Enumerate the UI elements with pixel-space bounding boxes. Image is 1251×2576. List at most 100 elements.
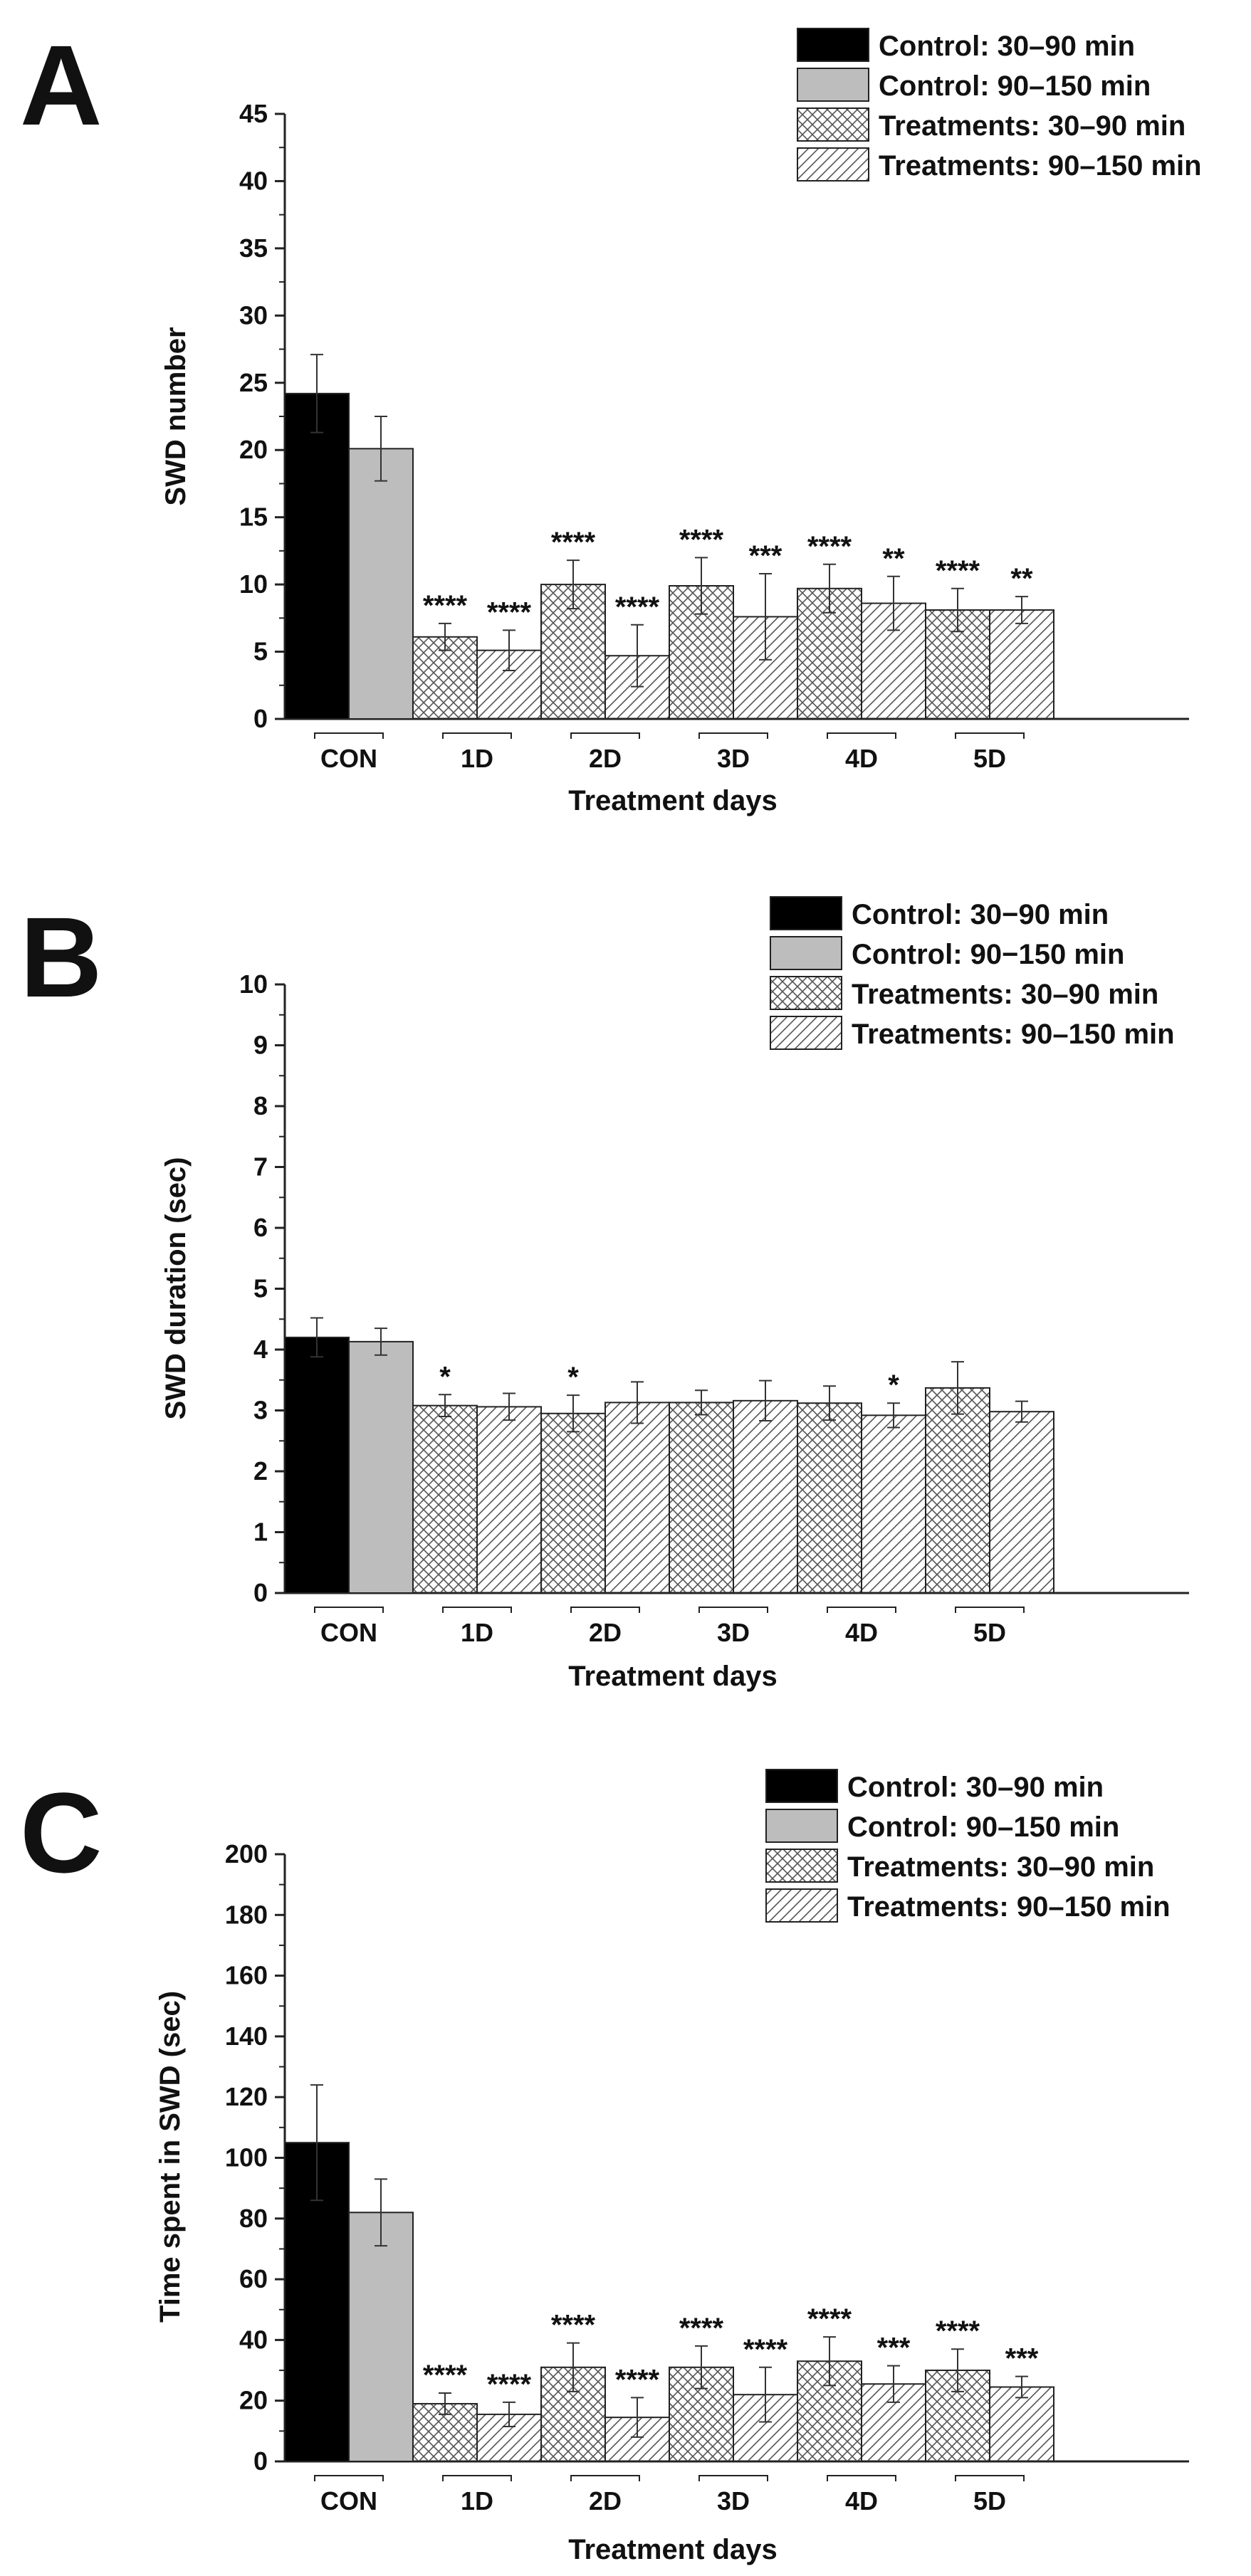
y-tick-label: 0 — [253, 1578, 268, 1607]
y-tick-label: 80 — [239, 2204, 268, 2233]
x-tick-label: 4D — [845, 1618, 878, 1647]
significance-label: **** — [423, 2360, 468, 2391]
chart-area: 0 20 40 60 80 100 120 140 160 180 200 CON **** **** 1D… — [225, 1839, 1189, 2515]
bar — [733, 1399, 798, 1594]
significance-label: **** — [423, 590, 468, 621]
y-tick-label: 1 — [253, 1518, 268, 1547]
legend-swatch — [765, 1809, 838, 1843]
category-bracket — [955, 2475, 1025, 2481]
x-tick-label: 3D — [717, 2486, 750, 2515]
y-tick-label: 6 — [253, 1213, 268, 1242]
significance-label: ** — [1010, 563, 1033, 594]
panel-c: C Time spent in SWD (sec) Treatment days… — [20, 1769, 1189, 2565]
significance-label: **** — [487, 2369, 532, 2400]
legend-label: Control: 90–150 min — [879, 70, 1151, 102]
legend-label: Control: 90–150 min — [847, 1812, 1119, 1843]
legend: Control: 30–90 min Control: 90–150 min Tre… — [765, 1769, 1171, 1923]
x-tick-label: 3D — [717, 1618, 750, 1647]
bar — [348, 1340, 414, 1594]
significance-label: **** — [743, 2334, 788, 2365]
legend-swatch — [770, 976, 842, 1010]
bar — [989, 2386, 1054, 2463]
legend-swatch — [770, 936, 842, 970]
significance-label: **** — [679, 524, 724, 555]
significance-label: **** — [807, 2303, 852, 2335]
legend-label: Control: 90−150 min — [852, 939, 1124, 970]
bar — [861, 1414, 926, 1594]
category-bracket — [955, 732, 1025, 739]
category-bracket — [570, 732, 640, 739]
y-tick-label: 40 — [239, 166, 268, 195]
y-tick-label: 5 — [253, 1274, 268, 1303]
y-tick-label: 15 — [239, 503, 268, 532]
legend-label: Control: 30–90 min — [879, 31, 1135, 62]
significance-label: **** — [679, 2313, 724, 2344]
significance-label: **** — [936, 2315, 980, 2347]
legend-swatch — [765, 1849, 838, 1883]
category-bracket — [442, 1607, 512, 1613]
bar — [284, 392, 350, 720]
bar — [540, 1412, 606, 1594]
y-tick-label: 140 — [225, 2022, 268, 2051]
legend-label: Control: 30−90 min — [852, 899, 1109, 930]
bar — [476, 1406, 542, 1594]
y-tick-label: 60 — [239, 2264, 268, 2293]
y-tick-label: 120 — [225, 2082, 268, 2111]
x-tick-label: 4D — [845, 744, 878, 773]
y-tick-label: 3 — [253, 1396, 268, 1425]
y-tick-label: 180 — [225, 1900, 268, 1929]
x-tick-label: 2D — [589, 2486, 622, 2515]
legend-swatch — [765, 1769, 838, 1803]
y-axis-title: SWD number — [160, 327, 192, 505]
y-tick-label: 2 — [253, 1456, 268, 1486]
panel-b: B SWD duration (sec) Treatment days 0 1 2 3… — [20, 893, 1189, 1692]
legend: Control: 30−90 min Control: 90−150 min Tre… — [770, 896, 1175, 1050]
y-tick-label: 8 — [253, 1091, 268, 1120]
y-tick-label: 25 — [239, 368, 268, 397]
significance-label: *** — [749, 540, 782, 572]
legend-swatch — [797, 68, 869, 102]
x-tick-label: 2D — [589, 744, 622, 773]
x-tick-label: CON — [320, 2486, 377, 2515]
legend-swatch — [797, 147, 869, 182]
bar — [925, 1387, 990, 1594]
category-bracket — [570, 1607, 640, 1613]
y-axis-title: SWD duration (sec) — [160, 1157, 192, 1420]
legend-label: Treatments: 30–90 min — [847, 1851, 1154, 1883]
panel-letter: B — [20, 893, 103, 1021]
bar — [797, 1402, 862, 1594]
y-axis-title: Time spent in SWD (sec) — [155, 1991, 186, 2323]
x-axis-title: Treatment days — [568, 1661, 777, 1692]
y-tick-label: 45 — [239, 99, 268, 128]
legend-label: Treatments: 90–150 min — [852, 1019, 1175, 1050]
category-bracket — [827, 732, 896, 739]
significance-label: * — [567, 1362, 579, 1393]
legend-swatch — [797, 107, 869, 142]
y-tick-label: 160 — [225, 1961, 268, 1990]
panel-letter: C — [20, 1769, 103, 1896]
significance-label: ** — [882, 543, 905, 574]
y-tick-label: 20 — [239, 435, 268, 464]
significance-label: **** — [487, 596, 532, 628]
bar — [284, 1336, 350, 1594]
bar — [348, 448, 414, 720]
y-tick-label: 5 — [253, 637, 268, 666]
x-tick-label: 1D — [461, 2486, 493, 2515]
panel-a: A SWD number Treatment days 0 5 10 15 20 25 30… — [20, 21, 1202, 816]
bar — [669, 1402, 734, 1594]
significance-label: **** — [615, 592, 660, 623]
bar — [989, 1411, 1054, 1594]
x-tick-label: 5D — [973, 744, 1006, 773]
category-bracket — [314, 2475, 384, 2481]
category-bracket — [314, 732, 384, 739]
y-tick-label: 0 — [253, 2446, 268, 2476]
category-bracket — [570, 2475, 640, 2481]
x-axis-title: Treatment days — [568, 2534, 777, 2565]
y-tick-label: 200 — [225, 1839, 268, 1868]
y-tick-label: 9 — [253, 1031, 268, 1060]
bar — [604, 1402, 670, 1594]
x-tick-label: 3D — [717, 744, 750, 773]
category-bracket — [955, 1607, 1025, 1613]
